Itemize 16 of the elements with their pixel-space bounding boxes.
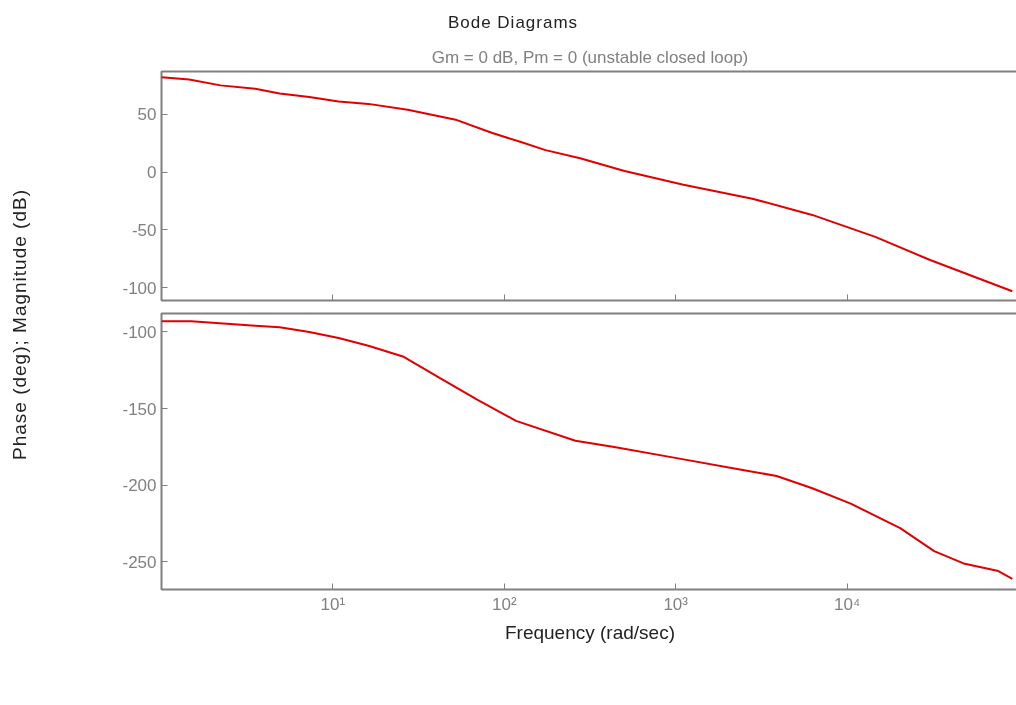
y-tick-label: -50 [131, 220, 157, 240]
chart-title: Bode Diagrams [447, 12, 579, 34]
y-tick-label: 50 [137, 105, 157, 125]
x-axis-title: Frequency (rad/sec) [505, 621, 676, 643]
y-tick-label: -250 [122, 552, 157, 572]
y-axis-title: Phase (deg); Magnitude (dB) [8, 189, 31, 461]
y-tick-label: -150 [122, 399, 157, 419]
x-tick-label: 10¹ [320, 594, 346, 614]
x-tick-label: 10⁴ [833, 594, 861, 614]
y-tick-label: -200 [122, 476, 157, 496]
y-tick-label: -100 [122, 278, 157, 298]
x-tick-label: 10² [492, 594, 517, 614]
y-tick-label: -100 [122, 322, 157, 342]
x-tick-label: 10³ [663, 594, 689, 614]
chart-subtitle: Gm = 0 dB, Pm = 0 (unstable closed loop) [431, 47, 749, 67]
y-tick-label: 0 [147, 163, 157, 183]
